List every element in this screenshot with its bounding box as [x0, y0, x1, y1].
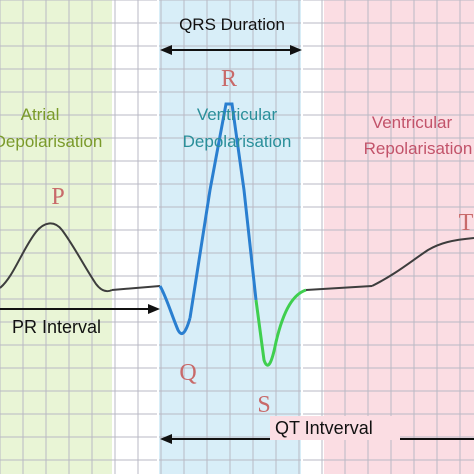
qt-interval-arrowhead-left [160, 434, 172, 444]
ventricular-repol-label-line2: Repolarisation [364, 139, 473, 158]
r-wave-trace [188, 102, 258, 319]
atrial-zone [0, 0, 112, 474]
t-wave-label: T [459, 210, 474, 236]
p-wave-trace [0, 222, 113, 293]
r-wave-label: R [221, 66, 237, 92]
q-wave-label: Q [179, 360, 196, 386]
qrs-duration-arrowhead-right [290, 45, 302, 55]
atrial-phase-label-line2: Depolarisation [0, 132, 102, 151]
qrs-duration-label: QRS Duration [179, 15, 285, 34]
pr-interval-arrowhead-right [148, 304, 160, 314]
q-wave-trace [158, 285, 192, 335]
st-segment-trace [305, 285, 373, 291]
pr-interval-label: PR Interval [12, 317, 101, 337]
qt-interval-label: QT Intverval [275, 418, 373, 438]
ventricular-depol-label-line1: Ventricular [197, 105, 278, 124]
t-wave-trace [371, 237, 474, 287]
atrial-phase-label-line1: Atrial [21, 105, 60, 124]
pr-segment-trace [111, 285, 161, 291]
qrs-duration-arrowhead-left [160, 45, 172, 55]
s-wave-label: S [257, 392, 270, 418]
repol-zone [324, 0, 474, 474]
s-wave-trace [254, 288, 307, 367]
qt-interval-label-bg [270, 416, 400, 440]
ventricular-depol-label-line2: Depolarisation [183, 132, 292, 151]
ventricular-repol-label-line1: Ventricular [372, 113, 453, 132]
p-wave-label: P [51, 184, 64, 210]
